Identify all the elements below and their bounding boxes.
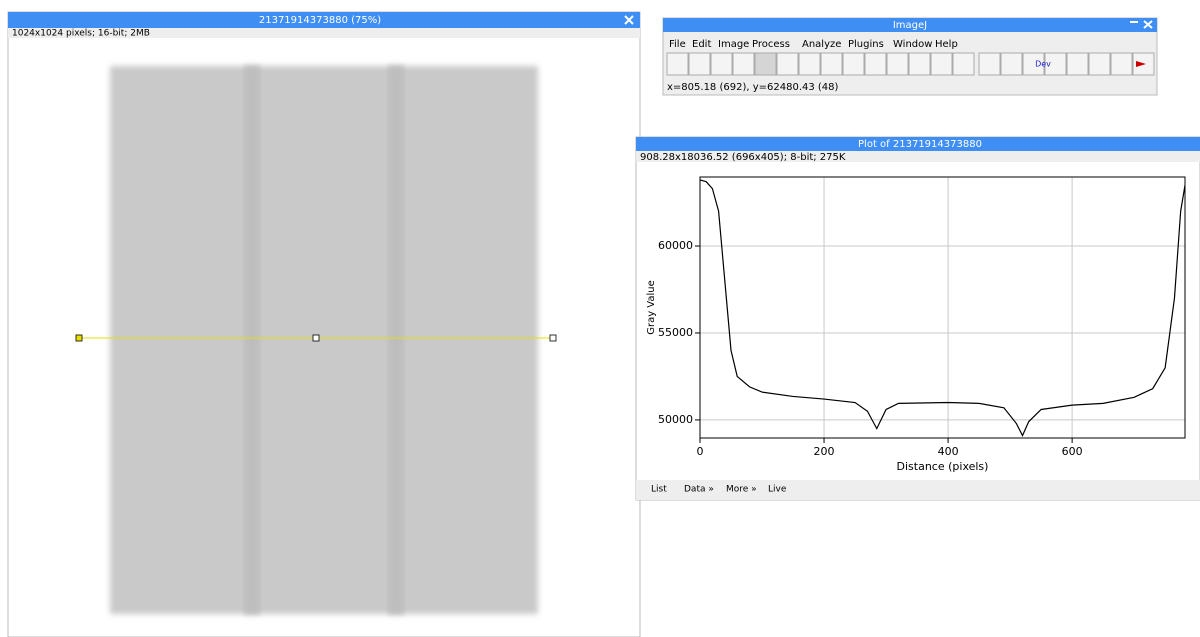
tool-button[interactable] <box>979 53 1000 75</box>
tool-button[interactable] <box>953 53 974 75</box>
tool-label[interactable]: Dev <box>1035 60 1051 69</box>
tool-button[interactable] <box>1089 53 1110 75</box>
image-info: 1024x1024 pixels; 16-bit; 2MB <box>12 29 150 39</box>
menu-item[interactable]: Help <box>935 39 958 50</box>
plot-button[interactable]: More » <box>726 485 757 495</box>
image-content <box>110 66 538 614</box>
y-axis-label: Gray Value <box>646 280 657 335</box>
tool-button[interactable] <box>1111 53 1132 75</box>
tool-button[interactable] <box>843 53 864 75</box>
menu-item[interactable]: Window <box>893 39 932 50</box>
menu-item[interactable]: Analyze <box>802 39 841 50</box>
tool-button[interactable] <box>887 53 908 75</box>
x-axis-label: Distance (pixels) <box>897 460 989 473</box>
plot-window <box>636 137 1200 500</box>
window-title: Plot of 21371914373880 <box>858 139 982 150</box>
tool-button[interactable] <box>909 53 930 75</box>
plot-button[interactable]: List <box>651 485 667 495</box>
tool-button[interactable] <box>733 53 754 75</box>
tool-button[interactable] <box>931 53 952 75</box>
menu-item[interactable]: Edit <box>692 39 711 50</box>
x-tick-label: 400 <box>938 445 959 458</box>
tool-button[interactable] <box>711 53 732 75</box>
tool-button[interactable] <box>799 53 820 75</box>
y-tick-label: 60000 <box>658 239 693 252</box>
image-stripe <box>388 66 404 614</box>
tool-button[interactable] <box>667 53 688 75</box>
plot-button[interactable]: Data » <box>684 485 714 495</box>
menu-item[interactable]: Plugins <box>848 39 884 50</box>
window-title: ImageJ <box>893 20 927 31</box>
menu-item[interactable]: Image <box>718 39 749 50</box>
image-stripe <box>244 66 260 614</box>
plot-info: 908.28x18036.52 (696x405); 8-bit; 275K <box>640 152 846 163</box>
selection-handle[interactable] <box>76 335 82 341</box>
tool-button[interactable] <box>865 53 886 75</box>
selection-handle[interactable] <box>550 335 556 341</box>
x-tick-label: 600 <box>1062 445 1083 458</box>
menu-item[interactable]: File <box>669 39 686 50</box>
tool-button[interactable] <box>689 53 710 75</box>
button-bar <box>636 480 1200 500</box>
menu-item[interactable]: Process <box>752 39 790 50</box>
tool-button[interactable] <box>777 53 798 75</box>
tool-button[interactable] <box>1067 53 1088 75</box>
tool-button[interactable] <box>1001 53 1022 75</box>
status-text: x=805.18 (692), y=62480.43 (48) <box>667 82 839 93</box>
tool-button[interactable] <box>755 53 776 75</box>
y-tick-label: 55000 <box>658 326 693 339</box>
window-title: 21371914373880 (75%) <box>259 15 381 26</box>
x-tick-label: 0 <box>697 445 704 458</box>
tool-button[interactable] <box>821 53 842 75</box>
selection-handle[interactable] <box>313 335 319 341</box>
x-tick-label: 200 <box>814 445 835 458</box>
y-tick-label: 50000 <box>658 413 693 426</box>
plot-button[interactable]: Live <box>768 485 787 495</box>
desktop: 21371914373880 (75%) 1024x1024 pixels; 1… <box>0 0 1200 637</box>
